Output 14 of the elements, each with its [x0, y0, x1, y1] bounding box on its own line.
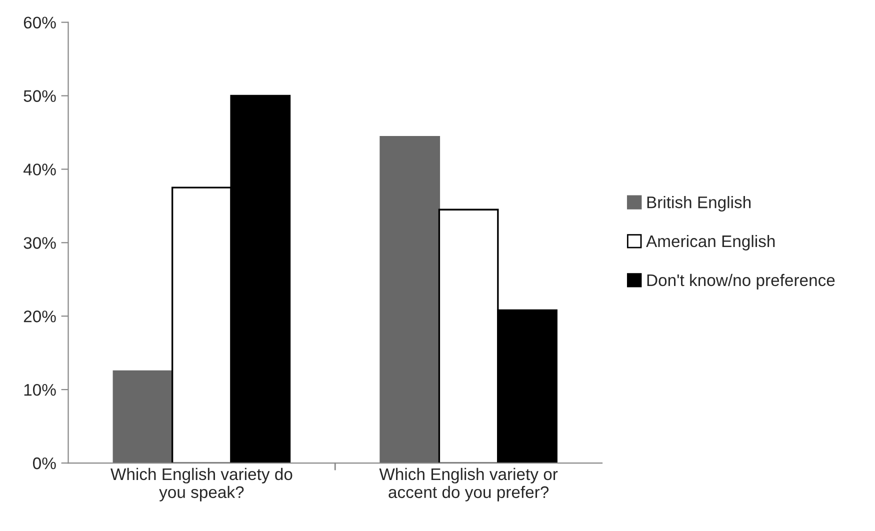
- y-tick-label: 0%: [33, 457, 56, 470]
- y-tick-label: 30%: [24, 237, 56, 249]
- legend-label: British English: [647, 196, 751, 212]
- legend-label: Don't know/no preference: [647, 274, 835, 290]
- y-tick-label: 10%: [24, 384, 56, 396]
- bar: [380, 136, 440, 464]
- legend-label: American English: [646, 234, 775, 250]
- y-tick-label: 40%: [23, 164, 56, 176]
- x-tick-label: Which English variety do you speak?: [110, 468, 292, 502]
- y-tick-label: 60%: [24, 16, 56, 29]
- bar: [112, 370, 174, 464]
- x-tick-label: Which English variety or accent do you prefer?: [379, 468, 558, 502]
- y-tick-label: 20%: [24, 310, 56, 322]
- y-tick-label: 50%: [24, 90, 56, 102]
